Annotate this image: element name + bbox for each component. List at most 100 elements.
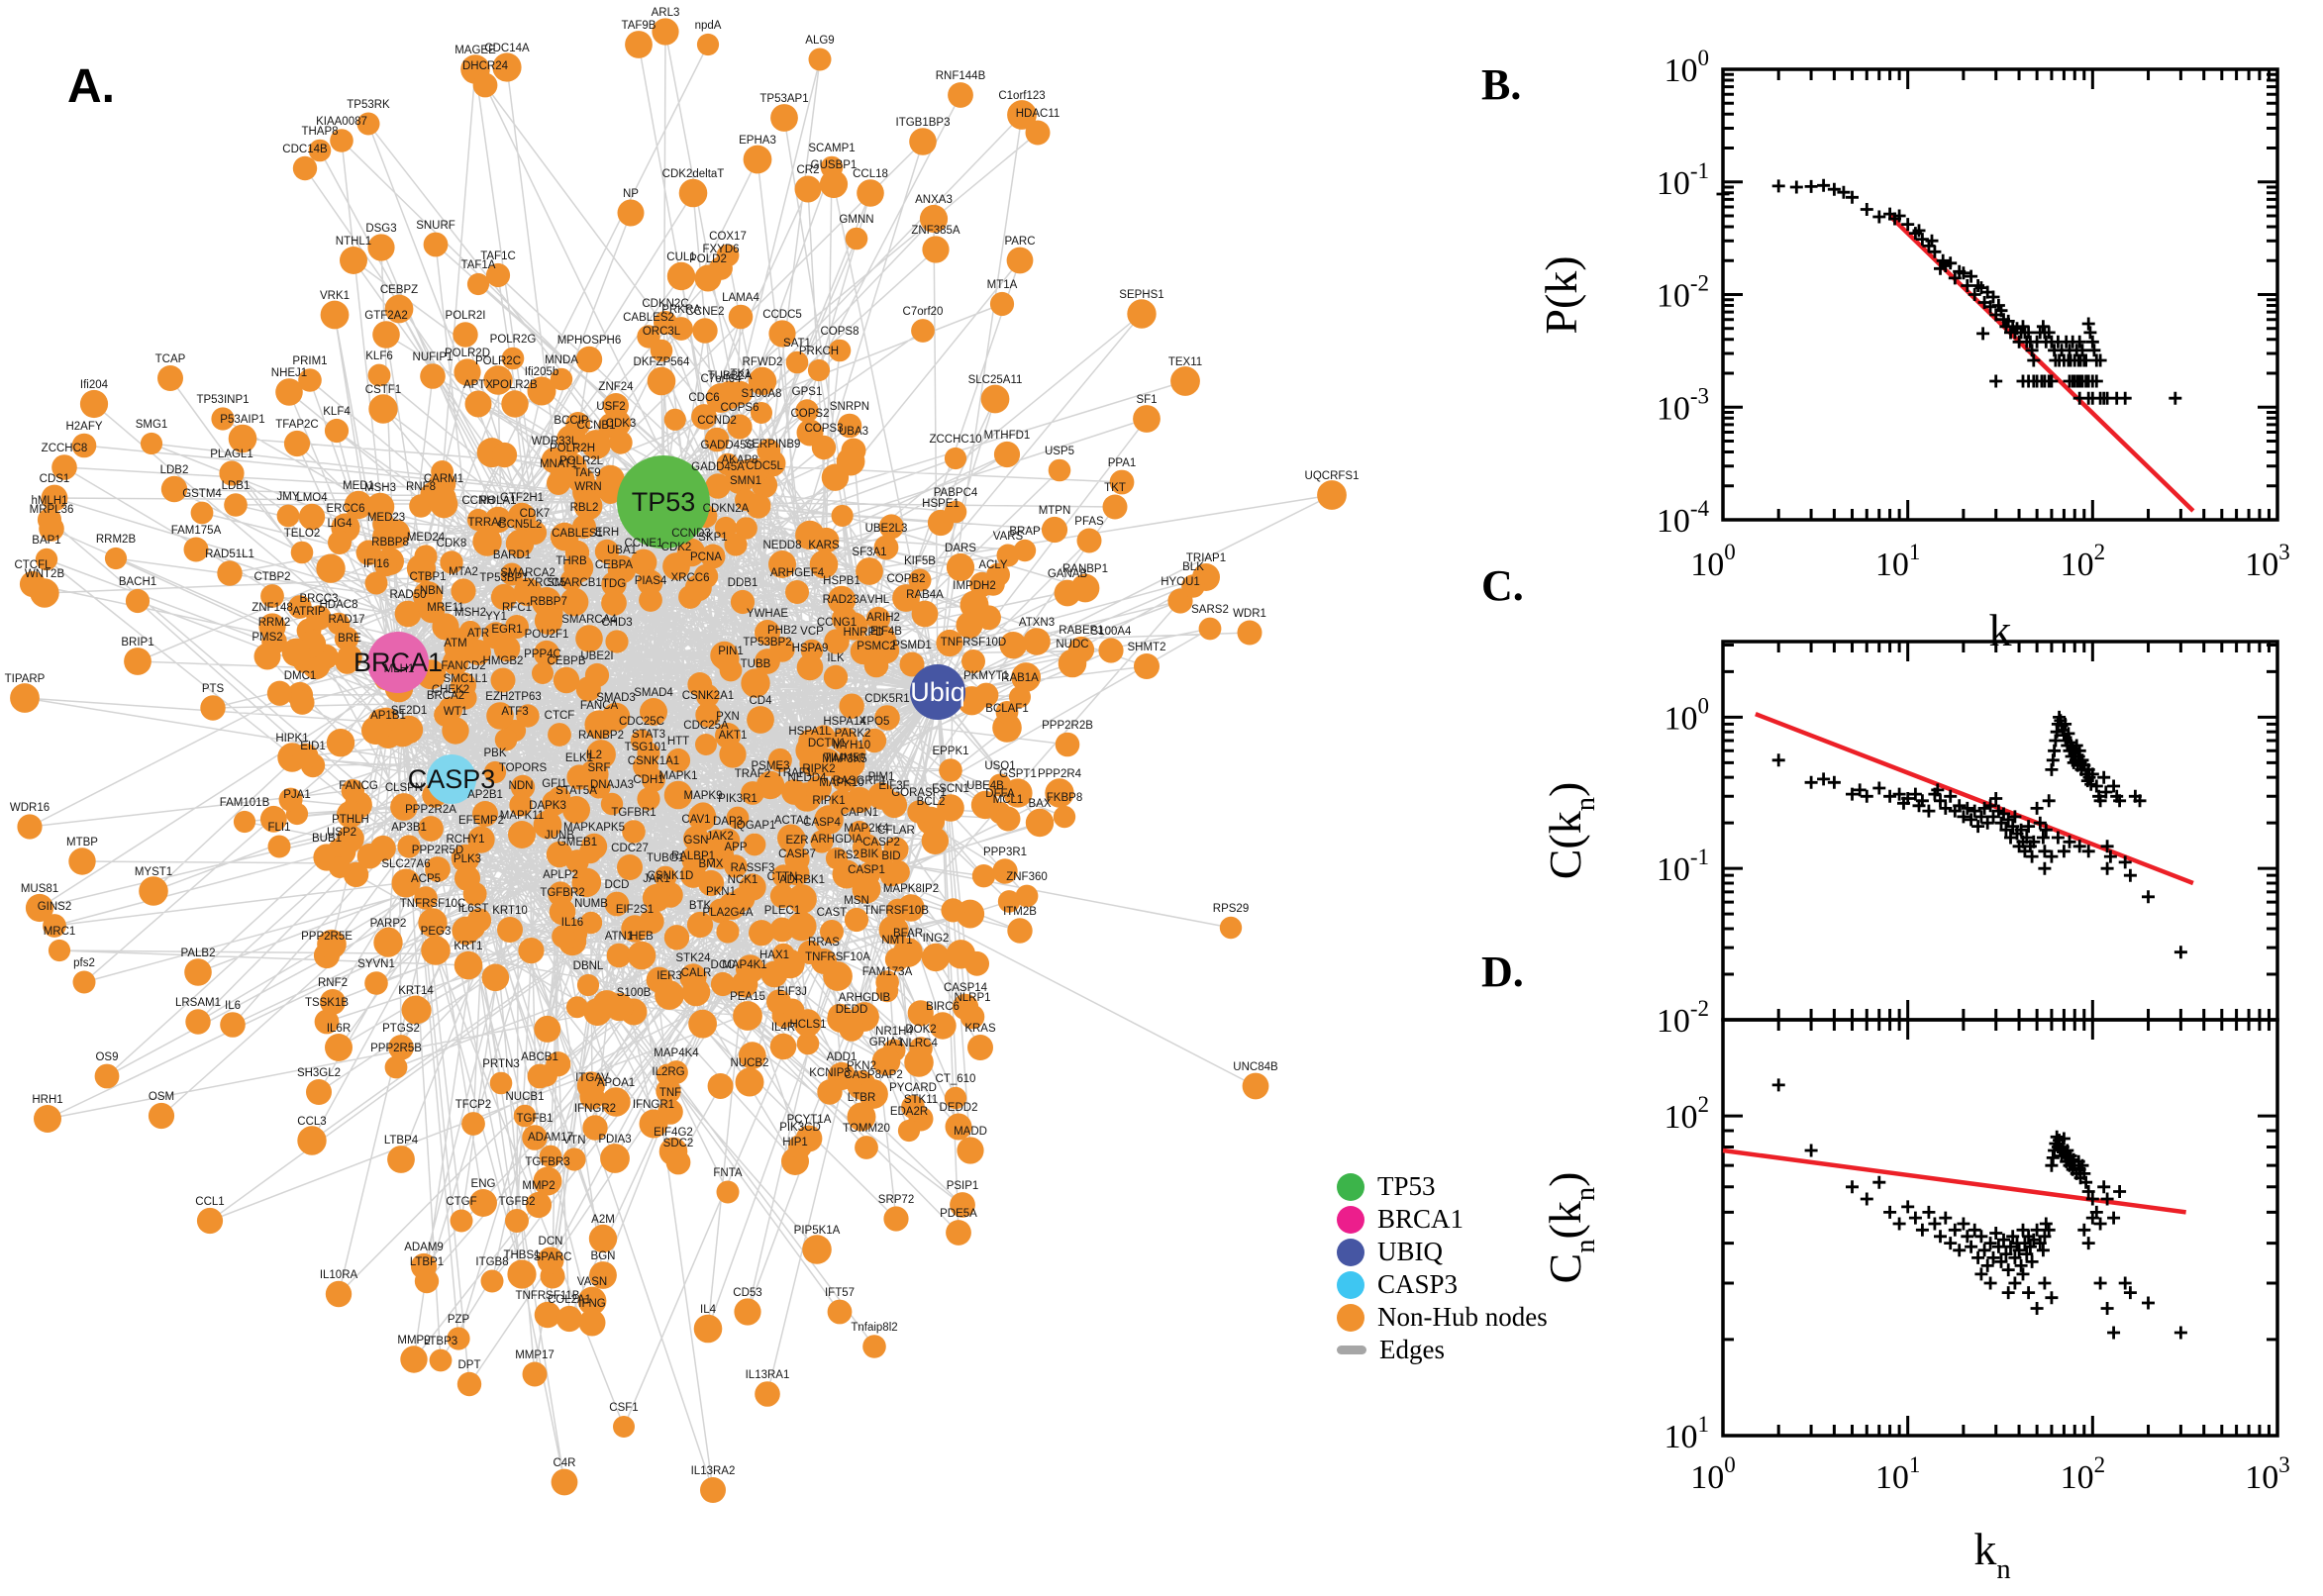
network-node <box>1102 494 1128 520</box>
network-node <box>51 454 77 480</box>
network-node <box>1013 539 1037 562</box>
network-node-label: CTTN <box>767 871 798 883</box>
network-node-label: TFCP2 <box>455 1099 491 1111</box>
network-node-label: OS9 <box>95 1051 118 1063</box>
svg-text:102: 102 <box>2061 540 2106 583</box>
network-node-label: GANAB <box>1048 568 1088 580</box>
network-node <box>447 1327 470 1350</box>
network-legend: TP53 BRCA1 UBIQ CASP3 Non-Hub nodes Edge… <box>1337 1170 1548 1366</box>
network-node <box>507 1259 537 1289</box>
network-node-label: FKBP8 <box>1047 792 1082 804</box>
network-node-label: Tnfaip8l2 <box>851 1322 897 1334</box>
network-node <box>335 649 359 674</box>
network-node <box>811 435 837 460</box>
network-node-label: MYH10 <box>833 740 870 751</box>
network-node-label: KIF5B <box>904 555 936 567</box>
network-node-label: PKMYT1 <box>963 670 1009 682</box>
network-node <box>716 920 740 944</box>
network-node <box>316 553 346 583</box>
network-node-label: CCNB1 <box>577 420 616 432</box>
panel-b-label: B. <box>1481 60 1522 109</box>
network-node <box>694 264 722 292</box>
network-node-label: HRH1 <box>32 1094 62 1106</box>
network-node-label: FANCG <box>339 780 378 792</box>
network-node <box>605 630 629 653</box>
network-node-label: CDC25A <box>683 720 729 732</box>
network-node <box>728 304 754 330</box>
network-node-label: ATR <box>467 628 489 640</box>
panel-a-label: A. <box>67 60 115 113</box>
network-node <box>656 1078 681 1104</box>
network-node-label: HSPA14 <box>823 716 866 728</box>
network-node-label: RAD23A <box>823 594 867 606</box>
network-node-label: FAM101B <box>220 797 270 809</box>
network-node <box>589 1261 617 1289</box>
network-node <box>344 490 373 520</box>
network-node <box>217 560 243 586</box>
network-node-label: VASN <box>577 1276 607 1288</box>
network-node <box>533 1166 562 1196</box>
network-node <box>451 844 480 873</box>
network-node-label: SRF <box>588 762 611 774</box>
network-node-label: RALBP1 <box>671 850 715 862</box>
network-node-label: HDAC11 <box>1016 108 1060 120</box>
network-node-label: KLF4 <box>323 406 351 418</box>
network-node <box>885 898 911 923</box>
network-node-label: CDC6 <box>688 392 719 404</box>
network-node-label: HTT <box>667 736 689 748</box>
network-node-label: HIPK1 <box>275 733 308 745</box>
network-node <box>743 833 766 856</box>
scatter-points <box>1716 178 2182 405</box>
network-node <box>1045 778 1074 808</box>
network-node-label: ACTA1 <box>774 815 810 827</box>
network-node-label: IFNGR1 <box>633 1099 674 1111</box>
network-node <box>289 690 315 715</box>
network-node <box>878 915 908 945</box>
network-node <box>368 394 398 424</box>
network-node <box>1048 458 1071 482</box>
network-node <box>328 855 351 878</box>
network-node-label: WDR1 <box>1233 608 1266 620</box>
network-node <box>793 1009 822 1038</box>
network-node <box>885 859 910 884</box>
network-node <box>497 917 523 943</box>
svg-text:100: 100 <box>1665 46 1710 89</box>
network-node <box>840 612 868 641</box>
network-node-label: GTF2A2 <box>364 310 407 322</box>
network-node <box>766 989 792 1015</box>
network-node <box>703 829 731 856</box>
network-node-label: SF1 <box>1136 394 1157 406</box>
network-node-label: HMGB2 <box>483 655 524 667</box>
network-node-label: RBL2 <box>570 502 599 514</box>
network-node <box>846 786 873 814</box>
network-node-label: S100A4 <box>1091 626 1133 638</box>
network-node <box>810 830 834 853</box>
network-node <box>839 693 864 719</box>
network-node <box>509 793 533 817</box>
network-node <box>814 805 844 835</box>
network-node <box>390 793 418 821</box>
network-node-label: USF2 <box>596 401 625 413</box>
network-node-label: BIRC6 <box>926 1001 960 1013</box>
network-node <box>588 1224 618 1253</box>
network-node-label: PSIP1 <box>947 1180 979 1192</box>
network-node-label: SMARCA4 <box>561 614 617 626</box>
network-node-label: GADD45A <box>691 461 745 473</box>
network-node <box>786 911 817 942</box>
chart-ckn: 100 10-1 10-2 C(kn) <box>1540 640 2279 1040</box>
network-node-label: S100A8 <box>742 388 782 400</box>
network-node-label: SMARCA2 <box>500 567 556 579</box>
legend-label: UBIQ <box>1377 1237 1443 1266</box>
network-node <box>617 854 643 880</box>
network-node <box>845 227 868 250</box>
network-node <box>1198 617 1222 641</box>
network-node-label: XPO5 <box>859 716 890 728</box>
network-node <box>724 533 748 556</box>
network-node-label: GSN <box>684 835 709 847</box>
network-node <box>326 728 355 757</box>
network-node-label: CDKN2C <box>642 298 688 310</box>
network-node-label: JAK2 <box>706 831 734 843</box>
network-node <box>695 734 717 755</box>
network-node-label: MED1 <box>343 480 374 492</box>
network-node <box>785 350 809 374</box>
